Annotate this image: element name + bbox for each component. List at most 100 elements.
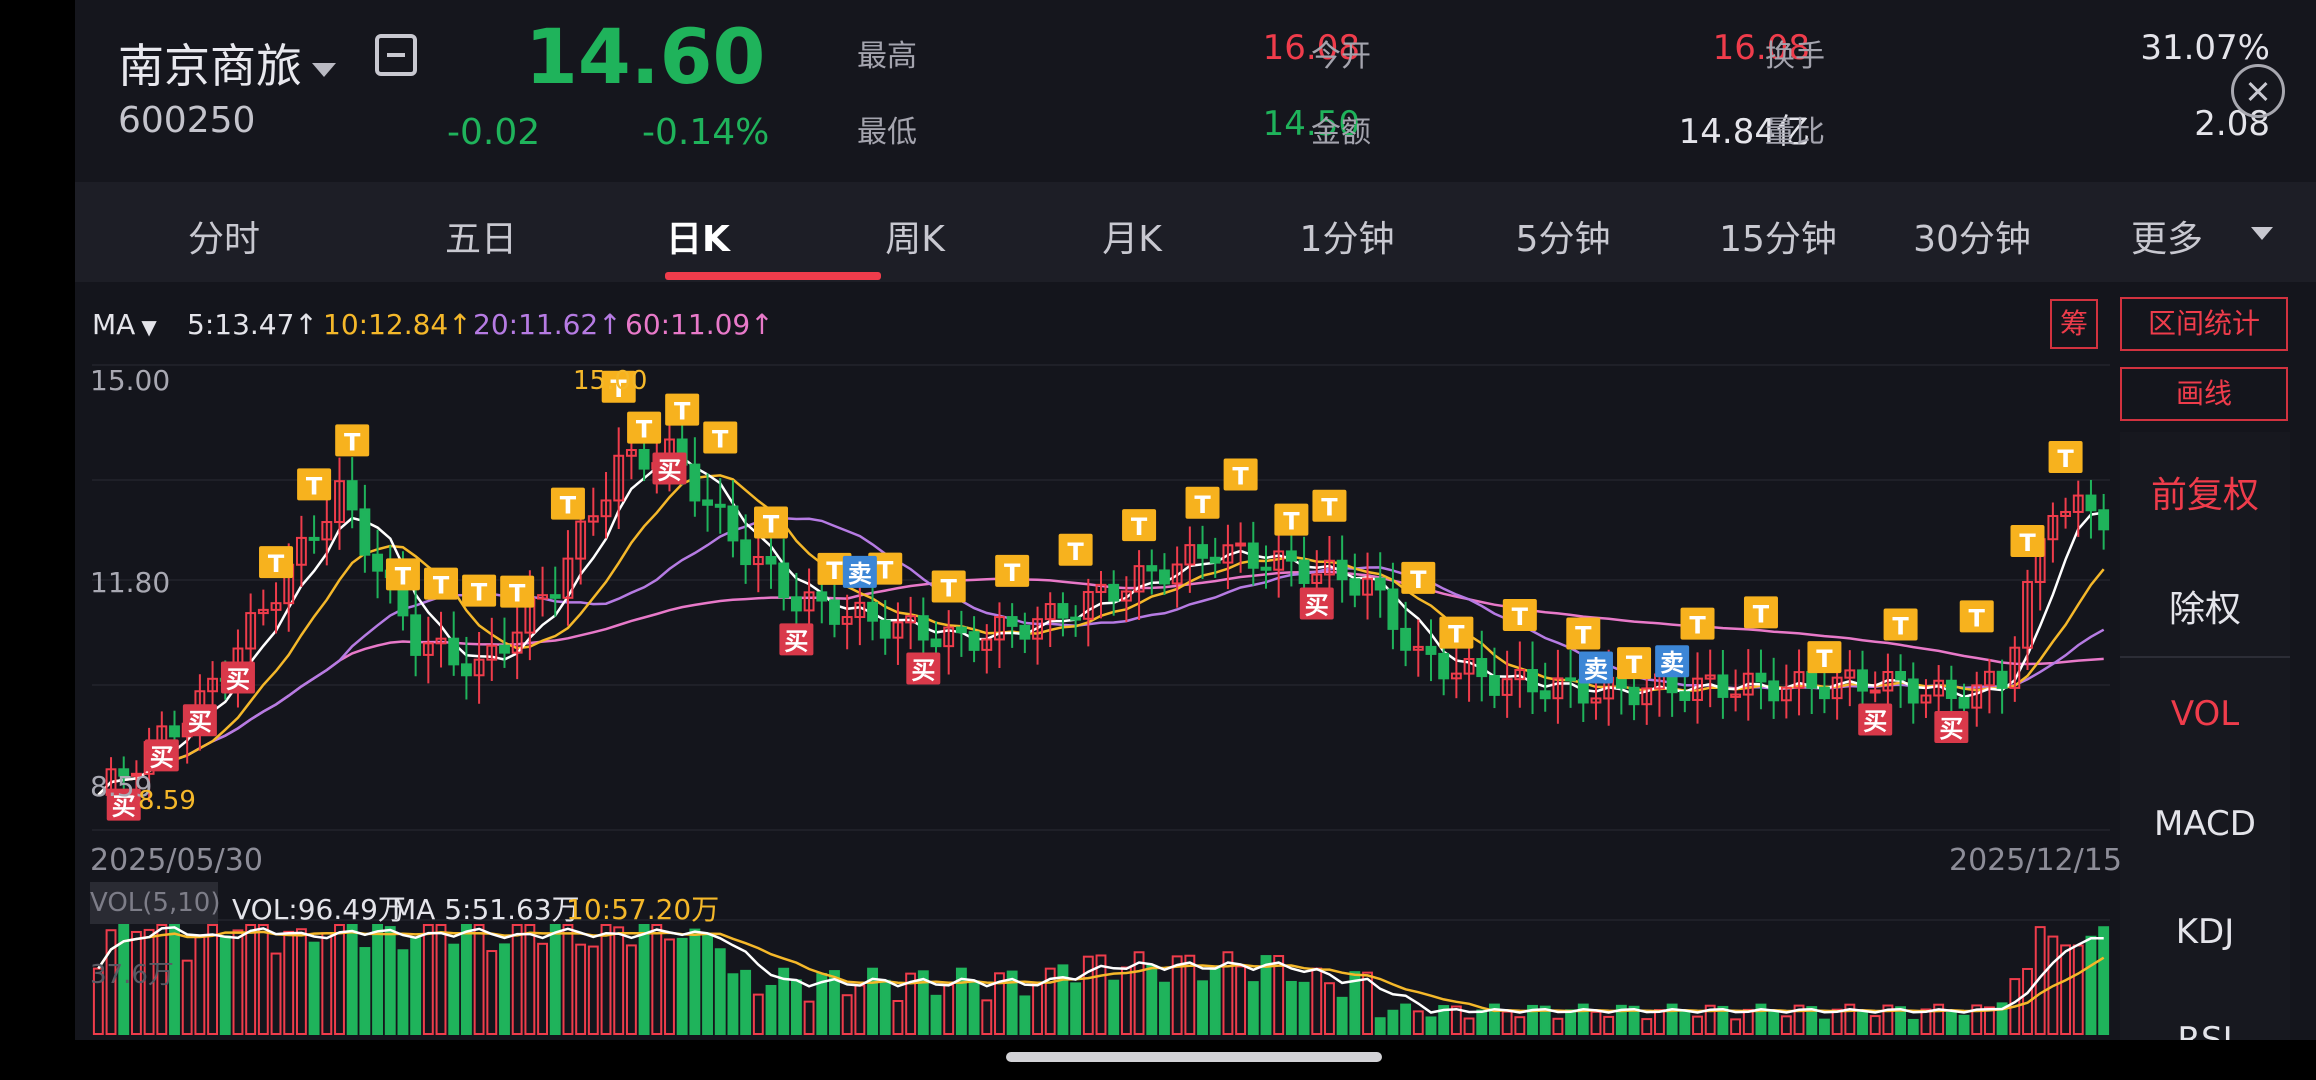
volume-bar bbox=[105, 929, 117, 1035]
volume-bar bbox=[1628, 1005, 1640, 1035]
candle-body bbox=[1209, 556, 1221, 564]
indicator-kdj[interactable]: KDJ bbox=[2175, 912, 2235, 952]
volume-bar bbox=[270, 952, 282, 1035]
indicator-vol[interactable]: VOL bbox=[2170, 694, 2240, 734]
volume-bar bbox=[1666, 1003, 1678, 1035]
candle-body bbox=[613, 454, 625, 502]
volume-bar bbox=[2085, 935, 2097, 1036]
candle-body bbox=[1552, 677, 1564, 700]
trade-marker-text: T bbox=[763, 511, 780, 539]
trade-marker-text: T bbox=[611, 375, 628, 403]
tab-1min[interactable]: 1分钟 bbox=[1299, 219, 1395, 260]
volume-bar bbox=[1768, 1011, 1780, 1036]
candle-body bbox=[473, 658, 485, 677]
tab-daily-k[interactable]: 日K bbox=[666, 219, 730, 260]
forward-adjust-button[interactable]: 前复权 bbox=[2150, 475, 2259, 516]
volume-bar bbox=[1336, 996, 1348, 1035]
indicator-macd[interactable]: MACD bbox=[2154, 804, 2256, 844]
ma-line bbox=[97, 454, 2104, 796]
ma5-value: 5:13.47↑ bbox=[187, 308, 318, 341]
interval-stats-button[interactable]: 区间统计 bbox=[2120, 297, 2288, 351]
price-change-pct: -0.14% bbox=[642, 112, 770, 153]
tab-more[interactable]: 更多 bbox=[2130, 219, 2203, 260]
candle-body bbox=[1019, 624, 1031, 640]
candle-body bbox=[169, 725, 180, 738]
trade-marker-text: 买 bbox=[657, 457, 681, 485]
candle-body bbox=[372, 553, 384, 572]
more-dropdown-icon[interactable] bbox=[2251, 227, 2273, 240]
volume-bar bbox=[194, 936, 206, 1035]
candle-body bbox=[1336, 559, 1348, 581]
close-icon[interactable] bbox=[2231, 64, 2285, 118]
candle-body bbox=[1247, 542, 1259, 569]
candle-body bbox=[207, 677, 219, 693]
home-indicator[interactable] bbox=[1006, 1052, 1382, 1062]
candle-body bbox=[1311, 573, 1323, 584]
vol-indicator-tag[interactable]: VOL(5,10) bbox=[90, 882, 220, 924]
trade-marker-badge bbox=[601, 370, 636, 403]
candle-body bbox=[1171, 563, 1183, 585]
volume-bar bbox=[854, 984, 866, 1035]
candle-body bbox=[790, 596, 802, 612]
tab-weekly-k[interactable]: 周K bbox=[885, 219, 945, 260]
candlesticks bbox=[105, 411, 2110, 818]
volume-bar bbox=[1349, 971, 1361, 1035]
candle-body bbox=[1806, 671, 1818, 689]
candle-body bbox=[841, 616, 853, 625]
low-label: 最低 bbox=[857, 115, 917, 150]
candle-body bbox=[1285, 550, 1297, 562]
volume-bar bbox=[2060, 944, 2072, 1036]
current-price: 14.60 bbox=[525, 12, 766, 101]
tab-monthly-k[interactable]: 月K bbox=[1102, 219, 1162, 260]
candle-body bbox=[1539, 690, 1551, 700]
candle-body bbox=[1387, 588, 1399, 630]
stock-name-selector[interactable]: 南京商旅 bbox=[118, 30, 336, 96]
draw-line-button[interactable]: 画线 bbox=[2120, 367, 2288, 421]
candle-body bbox=[2022, 581, 2033, 649]
trade-marker-text: T bbox=[1689, 612, 1706, 640]
tab-5min[interactable]: 5分钟 bbox=[1515, 219, 1611, 260]
trade-marker-text: T bbox=[1321, 494, 1338, 522]
volume-bar bbox=[1133, 951, 1145, 1035]
volume-bar bbox=[575, 943, 587, 1036]
trade-marker-text: T bbox=[877, 557, 894, 585]
volume-bar bbox=[130, 930, 142, 1035]
turnover-value: 31.07% bbox=[2140, 28, 2270, 68]
volume-bar bbox=[943, 983, 955, 1036]
ma-selector[interactable]: MA ▼ bbox=[92, 308, 157, 341]
chips-button[interactable]: 筹 bbox=[2050, 299, 2098, 349]
candle-body bbox=[1857, 669, 1868, 692]
trade-marker-badge bbox=[1312, 489, 1347, 522]
candle-body bbox=[1933, 679, 1945, 697]
tab-30min[interactable]: 30分钟 bbox=[1913, 219, 2031, 260]
volume-bar bbox=[1577, 1003, 1589, 1035]
volume-ma-lines bbox=[97, 926, 2105, 1014]
candle-body bbox=[435, 637, 447, 645]
volume-bar bbox=[1539, 1005, 1551, 1035]
collapse-icon[interactable] bbox=[375, 34, 417, 76]
volume-bar bbox=[981, 999, 993, 1035]
indicator-rsi[interactable]: RSI bbox=[2177, 1020, 2233, 1040]
candle-body bbox=[1958, 696, 1970, 709]
volume-bar bbox=[1450, 1005, 1462, 1035]
volume-bar bbox=[892, 999, 904, 1035]
volume-bar bbox=[1552, 1017, 1564, 1035]
volume-bar bbox=[1159, 981, 1170, 1035]
right-panel bbox=[2120, 432, 2290, 1040]
tab-intraday[interactable]: 分时 bbox=[187, 219, 260, 260]
candle-body bbox=[346, 480, 358, 511]
volume-bar bbox=[1298, 981, 1310, 1036]
ex-rights-button[interactable]: 除权 bbox=[2168, 589, 2241, 630]
period-tabs: 分时 五日 日K 周K 月K 1分钟 5分钟 15分钟 30分钟 更多 bbox=[75, 182, 2316, 282]
tab-15min[interactable]: 15分钟 bbox=[1719, 219, 1837, 260]
tab-five-day[interactable]: 五日 bbox=[444, 219, 517, 260]
volume-bar bbox=[1641, 1018, 1653, 1036]
trade-marker-badge bbox=[1274, 503, 1309, 536]
volume-bar bbox=[1374, 1017, 1386, 1036]
volume-bar bbox=[1108, 979, 1120, 1035]
volume-bar bbox=[955, 967, 967, 1035]
candle-body bbox=[867, 601, 878, 622]
trade-marker-text: 卖 bbox=[848, 560, 872, 588]
